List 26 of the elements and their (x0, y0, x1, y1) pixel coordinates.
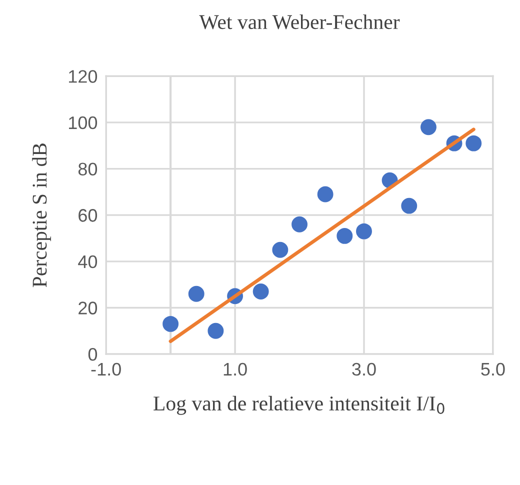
point (356, 223, 372, 240)
point (317, 186, 334, 202)
point (401, 198, 418, 214)
x-tick-label: -1.0 (91, 362, 121, 376)
y-tick-label: 20 (78, 302, 98, 314)
x-tick-label: 1.0 (224, 362, 247, 376)
y-tick-label: 120 (69, 70, 98, 83)
point (188, 286, 204, 302)
point (466, 135, 482, 152)
point (420, 119, 436, 136)
point (336, 228, 353, 244)
y-tick-label: 0 (88, 348, 98, 361)
point (208, 322, 224, 339)
chart-title: Wet van Weber-Fechner (199, 14, 400, 30)
y-tick-label: 100 (69, 116, 98, 130)
point (162, 316, 179, 332)
x-tick-label: 5.0 (481, 362, 505, 376)
y-axis-title: Perceptie S in dB (32, 144, 51, 288)
y-tick-label: 40 (78, 255, 98, 268)
point (252, 284, 269, 300)
point (272, 242, 288, 258)
x-tick-label: 3.0 (352, 362, 376, 376)
point (292, 216, 308, 232)
y-tick-label: 60 (78, 209, 98, 222)
y-tick-label: 80 (78, 162, 98, 176)
x-axis-title: Log van de relatieve intensiteit I/I$_{0}$ (154, 396, 444, 415)
